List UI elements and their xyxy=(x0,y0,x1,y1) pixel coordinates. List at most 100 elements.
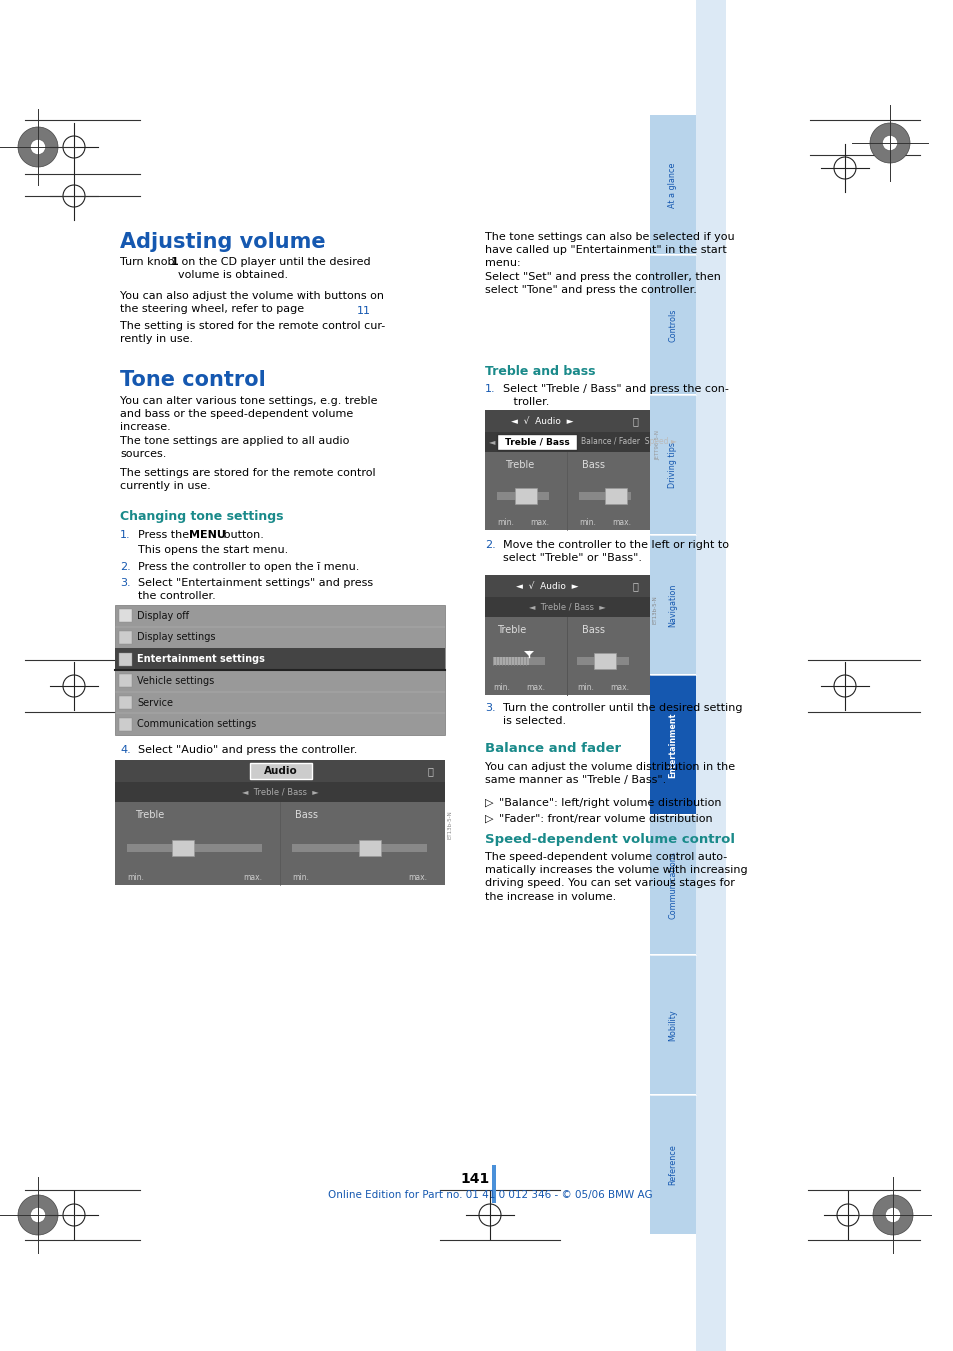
Text: ⓘ: ⓘ xyxy=(632,416,638,426)
Text: min.: min. xyxy=(292,873,309,882)
Bar xyxy=(649,676,696,815)
Text: Mobility: Mobility xyxy=(668,1009,677,1040)
Text: 2.: 2. xyxy=(484,540,496,550)
Bar xyxy=(127,844,262,852)
Text: max.: max. xyxy=(612,517,630,527)
Text: ◄  Treble / Bass  ►: ◄ Treble / Bass ► xyxy=(241,788,318,797)
Text: Treble: Treble xyxy=(504,459,534,470)
Text: Select "Audio" and press the controller.: Select "Audio" and press the controller. xyxy=(138,744,357,755)
Circle shape xyxy=(872,1196,912,1235)
Text: ET13b-5-N: ET13b-5-N xyxy=(448,811,453,839)
Text: Controls: Controls xyxy=(668,308,677,342)
Text: The setting is stored for the remote control cur-
rently in use.: The setting is stored for the remote con… xyxy=(120,322,385,345)
Text: ◄  √  Audio  ►: ◄ √ Audio ► xyxy=(516,581,578,590)
Text: 3.: 3. xyxy=(120,578,131,588)
Text: Select "Treble / Bass" and press the con-
   troller.: Select "Treble / Bass" and press the con… xyxy=(502,384,728,407)
Bar xyxy=(497,492,548,500)
Text: 11: 11 xyxy=(356,305,371,316)
Text: The speed-dependent volume control auto-
matically increases the volume with inc: The speed-dependent volume control auto-… xyxy=(484,852,747,901)
Bar xyxy=(493,657,544,665)
Bar xyxy=(119,674,132,688)
Text: 1.: 1. xyxy=(120,530,131,540)
Bar xyxy=(649,115,696,254)
Text: max.: max. xyxy=(609,684,628,692)
Bar xyxy=(484,453,649,530)
Text: min.: min. xyxy=(493,684,509,692)
Bar xyxy=(649,815,696,954)
Circle shape xyxy=(18,127,58,168)
Text: Bass: Bass xyxy=(581,459,604,470)
Text: Audio: Audio xyxy=(264,766,297,775)
Bar xyxy=(649,955,696,1094)
Text: Turn the controller until the desired setting
is selected.: Turn the controller until the desired se… xyxy=(502,703,741,727)
Bar xyxy=(115,648,444,670)
Text: Press the: Press the xyxy=(138,530,193,540)
Text: Communications: Communications xyxy=(668,851,677,919)
Text: 2.: 2. xyxy=(120,562,131,571)
Bar xyxy=(594,653,616,669)
Text: You can adjust the volume distribution in the
same manner as "Treble / Bass".: You can adjust the volume distribution i… xyxy=(484,762,735,785)
Text: 3.: 3. xyxy=(484,703,496,713)
Bar xyxy=(119,653,132,666)
Text: "Balance": left/right volume distribution: "Balance": left/right volume distributio… xyxy=(498,798,720,808)
Text: button.: button. xyxy=(220,530,264,540)
Bar xyxy=(493,657,529,665)
Text: Bass: Bass xyxy=(294,811,317,820)
Text: At a glance: At a glance xyxy=(668,162,677,208)
Circle shape xyxy=(30,139,46,154)
Text: Turn knob: Turn knob xyxy=(120,257,178,267)
Bar xyxy=(172,840,193,857)
Text: Entertainment settings: Entertainment settings xyxy=(137,654,265,665)
Bar xyxy=(115,802,444,885)
Text: Vehicle settings: Vehicle settings xyxy=(137,676,214,686)
Text: You can alter various tone settings, e.g. treble
and bass or the speed-dependent: You can alter various tone settings, e.g… xyxy=(120,396,377,459)
Text: You can also adjust the volume with buttons on
the steering wheel, refer to page: You can also adjust the volume with butt… xyxy=(120,290,384,315)
Text: Changing tone settings: Changing tone settings xyxy=(120,509,283,523)
Text: Treble: Treble xyxy=(497,626,526,635)
Text: max.: max. xyxy=(243,873,262,882)
Text: Display settings: Display settings xyxy=(137,632,215,643)
Bar xyxy=(484,409,649,432)
Polygon shape xyxy=(523,651,534,657)
Text: Service: Service xyxy=(137,697,172,708)
Bar xyxy=(696,0,725,1351)
Text: The tone settings can also be selected if you
have called up "Entertainment" in : The tone settings can also be selected i… xyxy=(484,232,734,295)
Text: Display off: Display off xyxy=(137,611,189,621)
Text: ▷: ▷ xyxy=(484,798,493,808)
Text: ◄  √  Audio  ►: ◄ √ Audio ► xyxy=(511,416,573,426)
Bar xyxy=(604,488,626,504)
Text: ◄  Treble / Bass  ►: ◄ Treble / Bass ► xyxy=(528,603,605,612)
Bar xyxy=(115,761,444,885)
Text: Navigation: Navigation xyxy=(668,584,677,627)
Circle shape xyxy=(869,123,909,163)
Bar xyxy=(578,492,630,500)
Text: JETT96-5-N: JETT96-5-N xyxy=(655,430,659,459)
Text: Tone control: Tone control xyxy=(120,370,266,390)
Bar xyxy=(119,717,132,731)
Circle shape xyxy=(884,1208,900,1223)
Text: Treble: Treble xyxy=(135,811,164,820)
Text: Adjusting volume: Adjusting volume xyxy=(120,232,325,253)
Text: ◄: ◄ xyxy=(489,438,495,446)
Text: Driving tips: Driving tips xyxy=(668,442,677,488)
Bar xyxy=(484,576,649,597)
Bar xyxy=(515,488,537,504)
Text: Online Edition for Part no. 01 41 0 012 346 - © 05/06 BMW AG: Online Edition for Part no. 01 41 0 012 … xyxy=(327,1190,652,1200)
Text: 4.: 4. xyxy=(120,744,131,755)
Text: on the CD player until the desired
volume is obtained.: on the CD player until the desired volum… xyxy=(178,257,370,280)
Text: Speed-dependent volume control: Speed-dependent volume control xyxy=(484,834,734,846)
Bar xyxy=(115,782,444,802)
Bar xyxy=(577,657,628,665)
Bar xyxy=(250,763,312,780)
Bar xyxy=(358,840,380,857)
Bar xyxy=(119,696,132,709)
Circle shape xyxy=(18,1196,58,1235)
Bar xyxy=(649,1096,696,1233)
Text: max.: max. xyxy=(408,873,427,882)
Text: Press the controller to open the ī menu.: Press the controller to open the ī menu. xyxy=(138,562,359,571)
Bar xyxy=(484,432,649,453)
Bar xyxy=(484,617,649,694)
Bar xyxy=(649,535,696,674)
Text: Entertainment: Entertainment xyxy=(668,712,677,778)
Text: Select "Entertainment settings" and press
the controller.: Select "Entertainment settings" and pres… xyxy=(138,578,373,601)
